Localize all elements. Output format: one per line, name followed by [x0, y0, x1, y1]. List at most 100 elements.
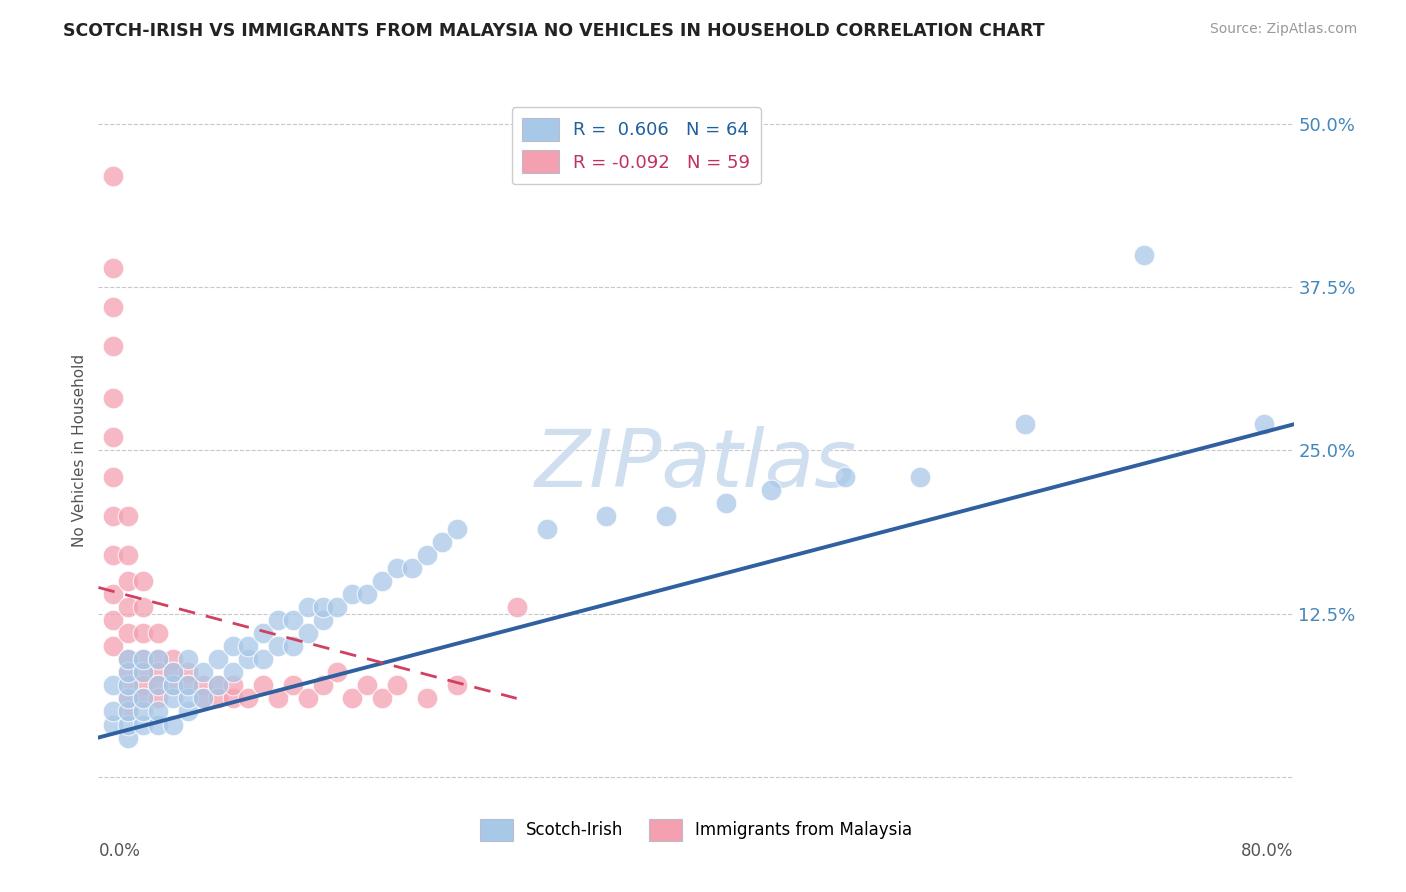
Point [103, 678, 125, 692]
Point [385, 678, 409, 692]
Point [132, 600, 155, 615]
Point [281, 678, 304, 692]
Point [148, 652, 170, 666]
Point [117, 665, 139, 680]
Point [236, 639, 259, 653]
Point [401, 561, 423, 575]
Point [1133, 248, 1156, 262]
Point [103, 717, 125, 731]
Point [117, 691, 139, 706]
Point [207, 652, 229, 666]
Point [148, 678, 170, 692]
Point [148, 705, 170, 719]
Point [117, 705, 139, 719]
Point [908, 469, 931, 483]
Point [297, 626, 319, 640]
Point [356, 587, 378, 601]
Point [311, 678, 333, 692]
Point [222, 639, 245, 653]
Point [103, 587, 125, 601]
Point [103, 639, 125, 653]
Point [103, 260, 125, 275]
Point [222, 691, 245, 706]
Point [148, 626, 170, 640]
Point [191, 678, 214, 692]
Point [103, 548, 125, 562]
Point [103, 469, 125, 483]
Point [117, 548, 139, 562]
Point [132, 626, 155, 640]
Point [371, 691, 394, 706]
Point [162, 717, 184, 731]
Point [506, 600, 529, 615]
Point [103, 391, 125, 405]
Point [117, 678, 139, 692]
Point [446, 678, 468, 692]
Point [655, 508, 678, 523]
Point [117, 665, 139, 680]
Point [132, 652, 155, 666]
Point [132, 691, 155, 706]
Point [103, 430, 125, 444]
Point [103, 508, 125, 523]
Point [103, 300, 125, 314]
Text: Source: ZipAtlas.com: Source: ZipAtlas.com [1209, 22, 1357, 37]
Point [162, 652, 184, 666]
Point [1253, 417, 1275, 432]
Point [267, 639, 290, 653]
Point [297, 600, 319, 615]
Point [148, 717, 170, 731]
Point [117, 705, 139, 719]
Point [117, 600, 139, 615]
Point [117, 691, 139, 706]
Point [132, 665, 155, 680]
Point [326, 665, 349, 680]
Point [834, 469, 856, 483]
Point [117, 652, 139, 666]
Point [326, 600, 349, 615]
Point [385, 561, 409, 575]
Point [177, 678, 200, 692]
Point [103, 613, 125, 627]
Point [236, 691, 259, 706]
Point [267, 613, 290, 627]
Point [236, 652, 259, 666]
Point [177, 691, 200, 706]
Point [117, 652, 139, 666]
Point [714, 496, 737, 510]
Point [132, 574, 155, 588]
Legend: Scotch-Irish, Immigrants from Malaysia: Scotch-Irish, Immigrants from Malaysia [472, 813, 920, 847]
Point [117, 508, 139, 523]
Point [281, 639, 304, 653]
Point [132, 678, 155, 692]
Point [281, 613, 304, 627]
Point [191, 691, 214, 706]
Point [342, 691, 364, 706]
Point [311, 613, 333, 627]
Point [595, 508, 617, 523]
Point [252, 678, 274, 692]
Point [162, 665, 184, 680]
Point [267, 691, 290, 706]
Point [297, 691, 319, 706]
Point [162, 665, 184, 680]
Point [177, 665, 200, 680]
Point [371, 574, 394, 588]
Point [148, 691, 170, 706]
Point [177, 705, 200, 719]
Point [117, 574, 139, 588]
Point [416, 691, 439, 706]
Point [132, 717, 155, 731]
Point [103, 339, 125, 353]
Point [117, 731, 139, 745]
Point [148, 665, 170, 680]
Point [536, 522, 558, 536]
Point [207, 678, 229, 692]
Point [191, 691, 214, 706]
Point [132, 665, 155, 680]
Text: 0.0%: 0.0% [98, 841, 141, 860]
Point [132, 691, 155, 706]
Point [177, 652, 200, 666]
Point [1014, 417, 1036, 432]
Point [222, 678, 245, 692]
